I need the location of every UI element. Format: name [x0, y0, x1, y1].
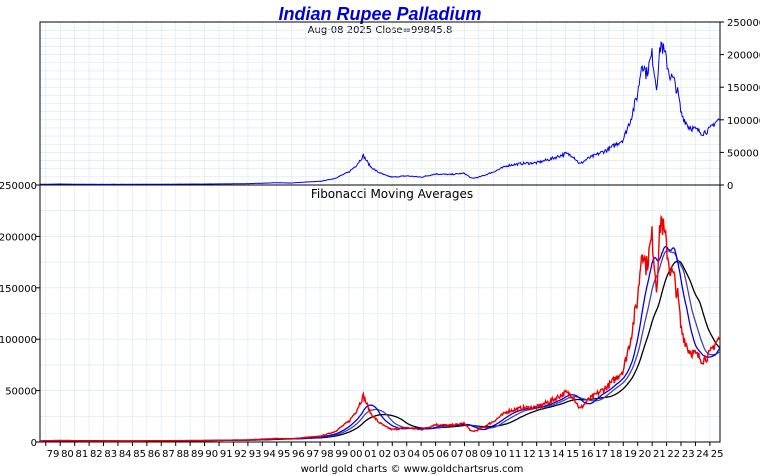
x-tick-label: 88 — [177, 449, 190, 460]
x-tick-label: 91 — [220, 449, 233, 460]
x-tick-label: 80 — [61, 449, 74, 460]
y-tick-label: 50000 — [5, 387, 37, 398]
x-tick-label: 87 — [162, 449, 175, 460]
x-tick-label: 07 — [451, 449, 464, 460]
y-tick-label: 250000 — [0, 181, 37, 192]
x-tick-label: 00 — [350, 449, 363, 460]
x-tick-label: 13 — [537, 449, 550, 460]
x-tick-label: 89 — [191, 449, 204, 460]
x-tick-label: 23 — [682, 449, 695, 460]
x-axis: 79 80 81 82 83 84 85 86 87 88 89 90 91 92 93 94 95 96 97 98… — [45, 442, 724, 460]
x-tick-label: 24 — [696, 449, 709, 460]
y-tick-label: 100000 — [727, 116, 760, 127]
price-line — [39, 41, 720, 185]
x-tick-label: 90 — [205, 449, 218, 460]
x-tick-label: 83 — [104, 449, 117, 460]
bottom-panel-grid — [40, 184, 720, 443]
lower-panel-title: Fibonacci Moving Averages — [311, 187, 473, 201]
x-tick-label: 19 — [624, 449, 637, 460]
x-tick-label: 01 — [364, 449, 377, 460]
x-tick-label: 05 — [422, 449, 435, 460]
x-tick-label: 06 — [436, 449, 449, 460]
y-tick-label: 100000 — [0, 335, 37, 346]
x-tick-label: 86 — [148, 449, 161, 460]
x-tick-label: 22 — [667, 449, 680, 460]
bottom-panel-frame — [39, 184, 721, 443]
x-tick-label: 17 — [595, 449, 608, 460]
top-series-lines — [39, 41, 720, 185]
y-tick-label: 150000 — [727, 83, 760, 94]
y-tick-label: 250000 — [727, 18, 760, 29]
top-y-axis: 250000 200000 150000 100000 50000 0 — [720, 18, 760, 192]
bottom-series-lines — [39, 214, 721, 442]
x-tick-label: 79 — [47, 449, 60, 460]
x-tick-label: 12 — [523, 449, 536, 460]
x-tick-label: 04 — [408, 449, 421, 460]
chart-subtitle: Aug-08 2025 Close=99845.8 — [308, 25, 453, 36]
x-tick-label: 18 — [610, 449, 623, 460]
price-line-lower — [39, 214, 721, 442]
x-tick-label: 15 — [566, 449, 579, 460]
moving-average-mid — [40, 250, 721, 442]
x-tick-label: 92 — [234, 449, 247, 460]
x-tick-label: 97 — [306, 449, 319, 460]
x-tick-label: 20 — [639, 449, 652, 460]
x-tick-label: 84 — [119, 449, 132, 460]
bottom-y-axis: 250000 200000 150000 100000 50000 0 — [0, 181, 40, 449]
x-tick-label: 93 — [249, 449, 262, 460]
x-tick-label: 94 — [263, 449, 276, 460]
y-tick-label: 0 — [31, 438, 37, 449]
x-tick-label: 21 — [653, 449, 666, 460]
x-tick-label: 96 — [292, 449, 305, 460]
x-tick-label: 11 — [509, 449, 522, 460]
y-tick-label: 0 — [727, 181, 733, 192]
x-tick-label: 08 — [465, 449, 478, 460]
y-tick-label: 150000 — [0, 284, 37, 295]
x-tick-label: 98 — [321, 449, 334, 460]
moving-average-fast — [40, 245, 721, 442]
footer-credit: world gold charts © www.goldchartsrus.co… — [301, 464, 524, 475]
x-tick-label: 81 — [76, 449, 89, 460]
y-tick-label: 50000 — [727, 148, 759, 159]
x-tick-label: 09 — [480, 449, 493, 460]
x-tick-label: 16 — [581, 449, 594, 460]
chart-title: Indian Rupee Palladium — [278, 4, 481, 24]
x-tick-label: 02 — [379, 449, 392, 460]
x-tick-label: 03 — [393, 449, 406, 460]
x-tick-label: 10 — [494, 449, 507, 460]
x-tick-label: 95 — [278, 449, 291, 460]
y-tick-label: 200000 — [727, 51, 760, 62]
x-tick-label: 82 — [90, 449, 103, 460]
top-panel-grid — [40, 21, 720, 186]
x-tick-label: 85 — [133, 449, 146, 460]
y-tick-label: 200000 — [0, 232, 37, 243]
x-tick-label: 14 — [552, 449, 565, 460]
x-tick-label: 25 — [711, 449, 724, 460]
x-tick-label: 99 — [335, 449, 348, 460]
